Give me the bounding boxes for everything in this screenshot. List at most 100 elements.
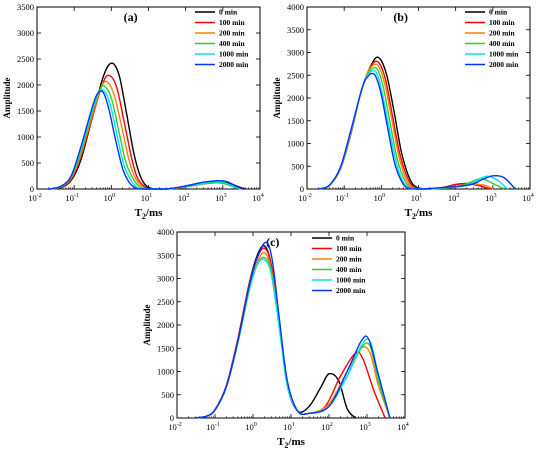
series-line-400-min [317, 66, 505, 190]
series-line-100-min [317, 60, 490, 190]
y-tick-label: 4000 [157, 227, 174, 237]
legend-label: 100 min [489, 18, 515, 27]
x-tick-exponent: 4 [406, 422, 409, 428]
y-tick-label: 2000 [287, 93, 304, 103]
y-axis-label: Amplitude [142, 304, 152, 345]
legend-label: 200 min [219, 29, 245, 38]
y-tick-label: 3500 [287, 25, 304, 35]
legend-label: 2000 min [336, 286, 366, 295]
x-tick-label: 103 [215, 193, 227, 203]
legend-label: 1000 min [489, 50, 519, 59]
x-tick-label: 101 [411, 193, 423, 203]
y-tick-label: 0 [300, 184, 304, 194]
x-tick-label: 100 [104, 193, 116, 203]
x-tick-exponent: 1 [419, 193, 422, 199]
y-tick-label: 3000 [287, 48, 304, 58]
series-line-200-min [48, 80, 242, 190]
x-tick-exponent: 3 [494, 193, 497, 199]
x-tick-exponent: 2 [330, 422, 333, 428]
y-tick-label: 1500 [157, 343, 174, 353]
y-tick-label: 2500 [287, 70, 304, 80]
x-tick-exponent: 1 [149, 193, 152, 199]
x-tick-label: 10-2 [168, 422, 182, 432]
panel-label: (a) [124, 10, 138, 24]
y-tick-label: 500 [21, 158, 34, 168]
x-tick-label: 10-1 [335, 193, 349, 203]
x-tick-exponent: -1 [344, 193, 349, 199]
x-tick-exponent: -2 [37, 193, 42, 199]
x-tick-label: 101 [283, 422, 295, 432]
legend-label: 400 min [336, 265, 362, 274]
y-tick-label: 4000 [287, 2, 304, 12]
x-tick-exponent: 4 [531, 193, 534, 199]
x-tick-label: 103 [485, 193, 497, 203]
legend-label: 200 min [336, 255, 362, 264]
x-tick-exponent: -1 [215, 422, 220, 428]
series-line-0-min [48, 62, 246, 190]
series-line-200-min [317, 63, 494, 190]
x-tick-exponent: 0 [112, 193, 115, 199]
y-tick-label: 0 [170, 413, 174, 423]
y-tick-label: 500 [291, 161, 304, 171]
y-tick-label: 3500 [17, 2, 34, 12]
x-axis-label: T2/ms [135, 207, 164, 221]
x-tick-label: 101 [141, 193, 153, 203]
series-line-1000-min [317, 69, 509, 190]
x-tick-exponent: 1 [292, 422, 295, 428]
legend-label: 200 min [489, 29, 515, 38]
y-tick-label: 0 [30, 184, 34, 194]
series-line-2000-min [195, 241, 391, 419]
y-tick-label: 2000 [17, 80, 34, 90]
x-tick-exponent: -1 [74, 193, 79, 199]
series-line-2000-min [317, 72, 516, 190]
legend-label: 1000 min [219, 50, 249, 59]
x-tick-exponent: 0 [254, 422, 257, 428]
x-tick-label: 10-1 [65, 193, 79, 203]
x-tick-label: 100 [374, 193, 386, 203]
x-tick-exponent: 3 [368, 422, 371, 428]
x-tick-label: 10-2 [28, 193, 42, 203]
panel-label: (c) [266, 235, 279, 249]
x-axis-label: T2/ms [405, 207, 434, 221]
legend-label: 400 min [219, 39, 245, 48]
series-line-1000-min [48, 89, 241, 190]
x-tick-label: 104 [252, 193, 264, 203]
x-axis-label: T2/ms [277, 436, 306, 449]
y-tick-label: 3500 [157, 250, 174, 260]
x-tick-exponent: 2 [186, 193, 189, 199]
y-tick-label: 1000 [287, 139, 304, 149]
x-tick-exponent: -2 [177, 422, 182, 428]
x-tick-exponent: 0 [382, 193, 385, 199]
y-axis-label: Amplitude [2, 77, 12, 118]
legend-label: 400 min [489, 39, 515, 48]
series-line-2000-min [48, 90, 244, 190]
x-tick-exponent: 3 [224, 193, 227, 199]
legend-label: 2000 min [489, 60, 519, 69]
series-line-400-min [48, 85, 241, 190]
legend-label: 2000 min [219, 60, 249, 69]
x-tick-label: 10-2 [298, 193, 312, 203]
x-tick-label: 10-1 [206, 422, 220, 432]
x-tick-label: 100 [245, 422, 257, 432]
plot-frame [176, 231, 406, 419]
x-tick-exponent: 2 [456, 193, 459, 199]
x-tick-label: 102 [178, 193, 190, 203]
y-tick-label: 1000 [17, 132, 34, 142]
panel-label: (b) [393, 10, 408, 24]
y-tick-label: 1500 [287, 116, 304, 126]
y-tick-label: 2000 [157, 320, 174, 330]
x-tick-label: 104 [397, 422, 409, 432]
legend-label: 0 min [489, 8, 508, 17]
y-axis-label: Amplitude [272, 77, 282, 118]
y-tick-label: 500 [161, 390, 174, 400]
legend-label: 1000 min [336, 276, 366, 285]
x-tick-label: 104 [522, 193, 534, 203]
y-tick-label: 3000 [17, 28, 34, 38]
